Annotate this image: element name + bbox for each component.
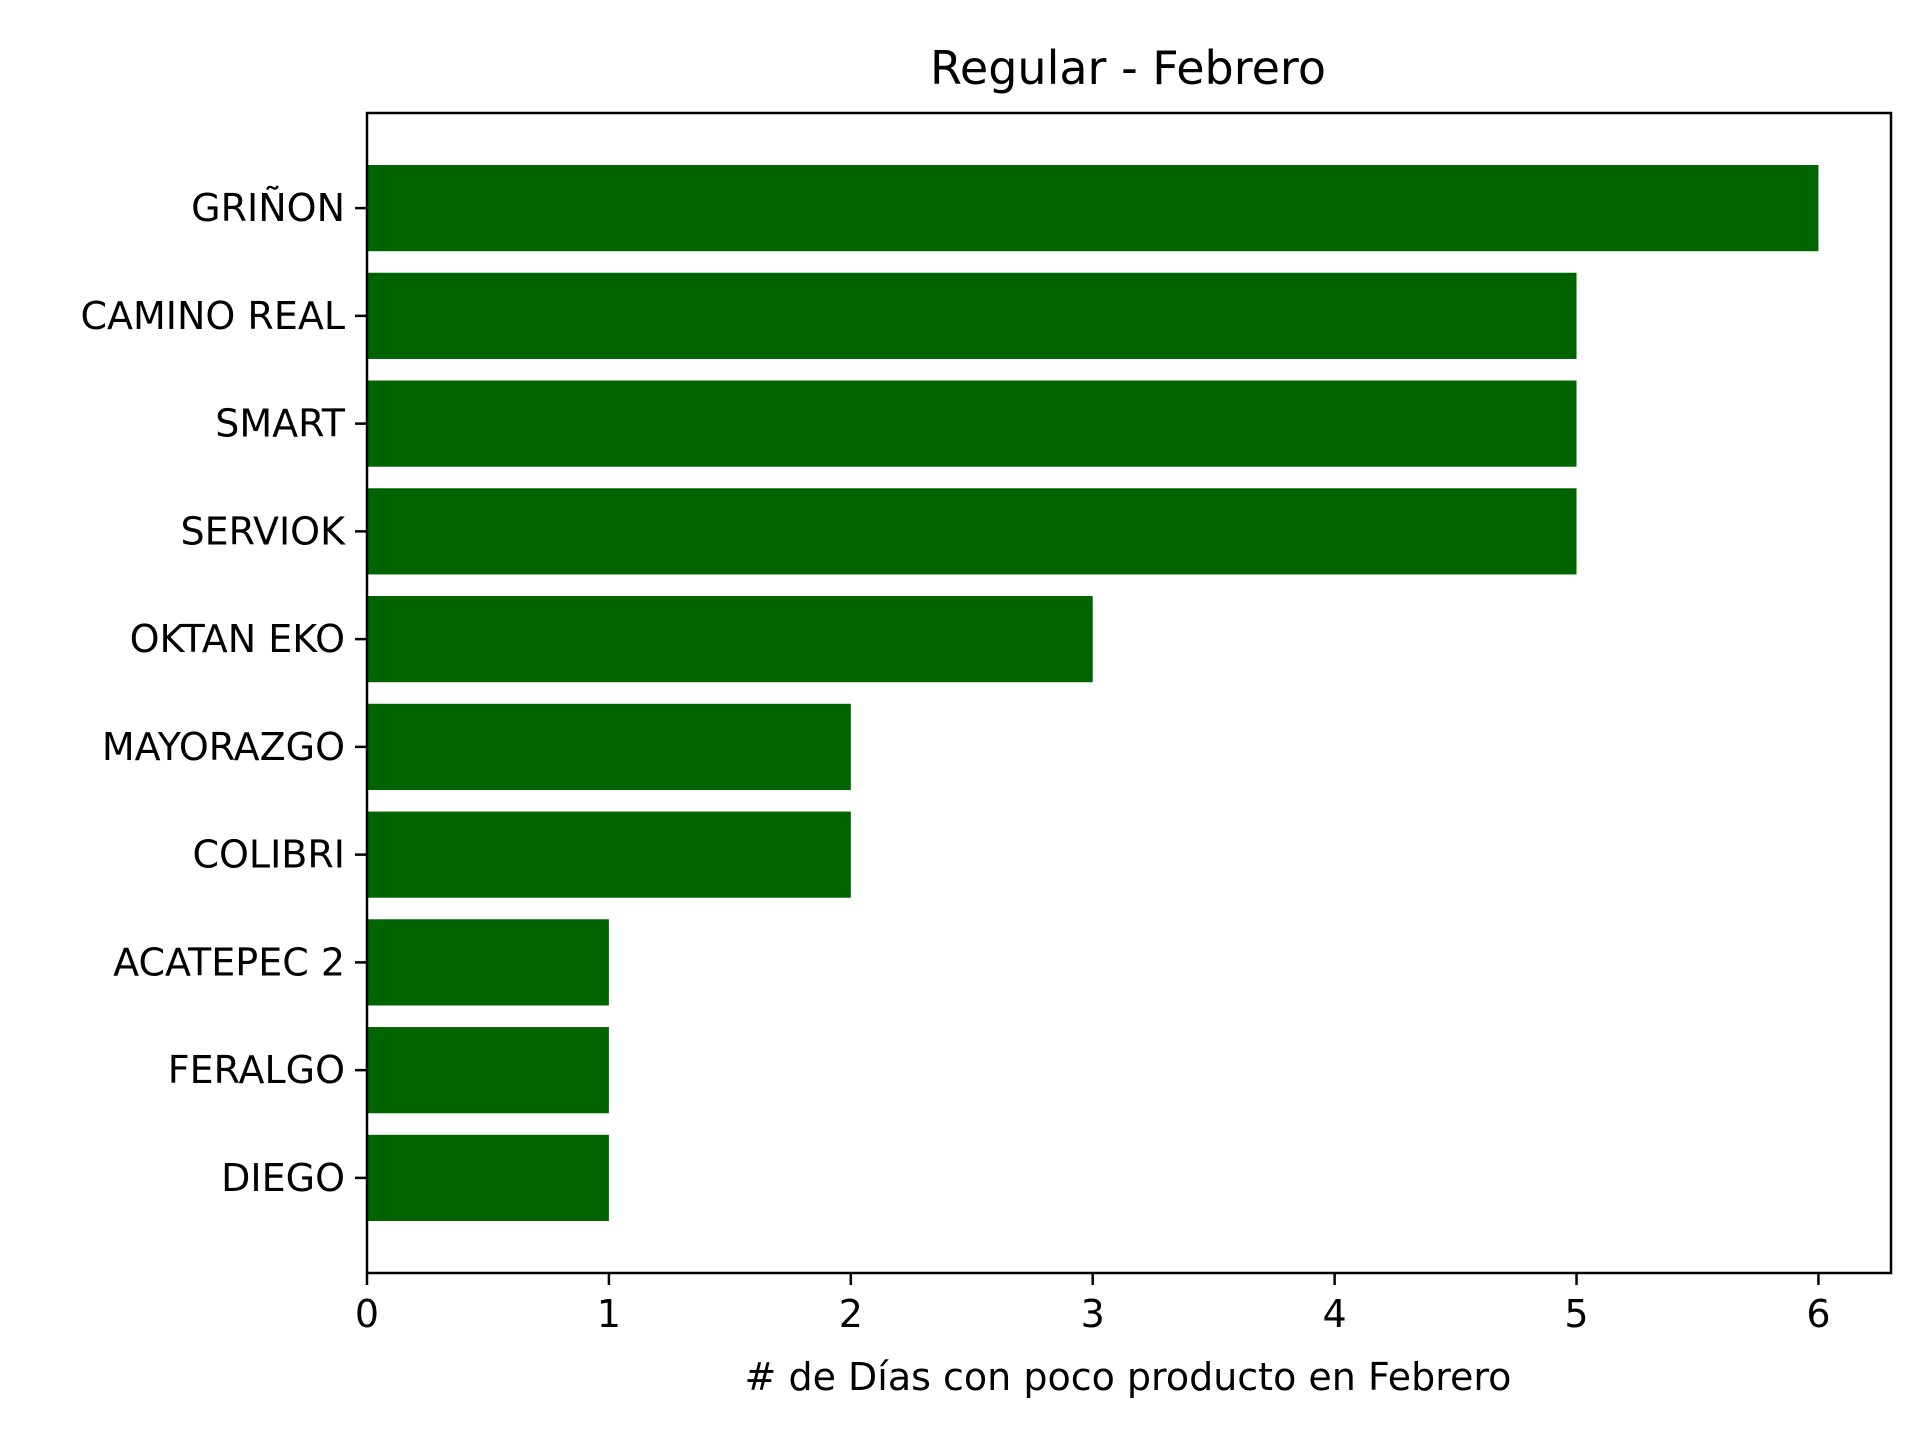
bar-diego (367, 1134, 609, 1221)
x-tick-label: 4 (1323, 1292, 1347, 1336)
plot-frame (365, 111, 1893, 1275)
y-tick-label: DIEGO (221, 1156, 345, 1200)
y-axis-ticks: GRIÑON CAMINO REAL SMART SERVIOK OKTAN EKO MA… (80, 186, 367, 1200)
bar-camino-real (367, 272, 1577, 359)
x-tick-label: 1 (597, 1292, 621, 1336)
x-axis-ticks: 0 1 2 3 4 5 6 (355, 1273, 1831, 1336)
y-tick-label: SMART (215, 402, 346, 446)
bar-oktan-eko (367, 596, 1093, 683)
x-tick-label: 2 (839, 1292, 863, 1336)
y-tick-label: GRIÑON (191, 186, 345, 230)
y-tick-label: OKTAN EKO (130, 617, 345, 661)
bars-group (367, 165, 1819, 1221)
y-tick-label: COLIBRI (192, 833, 345, 877)
bar-colibri (367, 811, 851, 898)
bar-acatepec-2 (367, 919, 609, 1006)
bar-mayorazgo (367, 703, 851, 790)
x-tick-label: 6 (1806, 1292, 1830, 1336)
x-tick-label: 0 (355, 1292, 379, 1336)
x-tick-label: 3 (1081, 1292, 1105, 1336)
bar-griñon (367, 165, 1819, 252)
bar-feralgo (367, 1027, 609, 1114)
y-tick-label: ACATEPEC 2 (113, 940, 345, 984)
x-axis-label: # de Días con poco producto en Febrero (745, 1355, 1512, 1399)
chart-title: Regular - Febrero (930, 41, 1326, 95)
bar-serviok (367, 488, 1577, 575)
y-tick-label: SERVIOK (181, 509, 347, 553)
bar-smart (367, 380, 1577, 467)
x-tick-label: 5 (1564, 1292, 1588, 1336)
y-tick-label: CAMINO REAL (80, 294, 345, 338)
y-tick-label: FERALGO (168, 1048, 345, 1092)
y-tick-label: MAYORAZGO (102, 725, 345, 769)
